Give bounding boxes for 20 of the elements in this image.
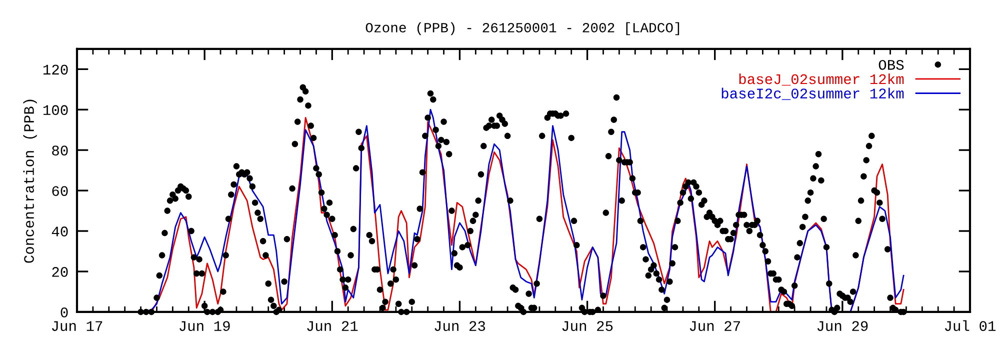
y-tick-label: 60 [52,186,68,196]
legend-label: baseI2c_02summer 12km [722,88,904,100]
x-tick-label: Jun 25 [562,321,613,331]
x-tick-label: Jun 23 [434,321,486,331]
y-tick-label: 100 [43,105,68,116]
legend-label: OBS [878,60,904,70]
legend-label: baseJ_02summer 12km [739,73,904,86]
x-tick-label: Jun 21 [307,321,358,331]
x-tick-label: Jul 01 [944,320,996,331]
x-tick-label: Jun 29 [817,321,868,331]
x-tick-label: Jun 17 [52,321,102,331]
y-tick-label: 120 [43,64,68,75]
chart-title: Ozone (PPB) - 261250001 - 2002 [LADCO] [366,22,680,36]
x-tick-label: Jun 19 [180,321,230,331]
y-tick-label: 40 [52,226,68,236]
y-tick-label: 0 [60,307,68,318]
y-axis-title: Concentration (PPB) [23,100,37,263]
x-tick-label: Jun 27 [690,321,740,331]
y-tick-label: 20 [52,267,68,277]
y-tick-label: 80 [52,146,68,156]
